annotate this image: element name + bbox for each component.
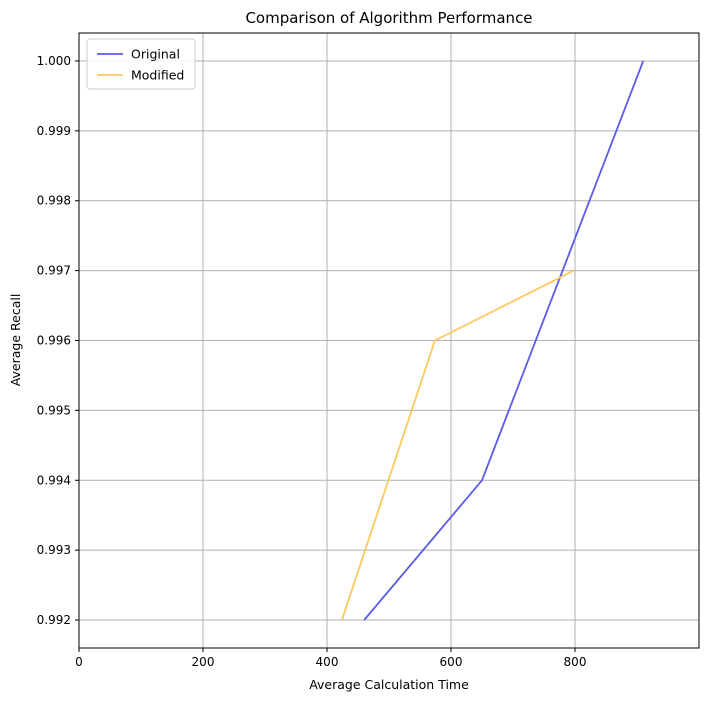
grid xyxy=(78,33,699,648)
legend: Original Modified xyxy=(86,38,196,90)
y-tick-label: 0.994 xyxy=(37,473,71,487)
x-tick-label: 400 xyxy=(316,655,339,669)
legend-box xyxy=(86,38,196,90)
series-line-original xyxy=(363,60,645,621)
y-tick-label: 0.996 xyxy=(37,334,71,348)
series-lines xyxy=(341,60,645,621)
y-axis: 0.992 0.993 0.994 0.995 0.996 0.997 0.998 0.999… xyxy=(37,54,79,627)
legend-label: Original xyxy=(131,47,180,62)
series-line-modified xyxy=(341,269,575,621)
y-tick-label: 0.993 xyxy=(37,543,71,557)
x-tick-label: 600 xyxy=(440,655,463,669)
y-tick-label: 0.999 xyxy=(37,124,71,138)
x-axis: 0 200 400 600 800 xyxy=(75,648,586,669)
y-tick-label: 1.000 xyxy=(37,54,71,68)
y-tick-label: 0.995 xyxy=(37,403,71,417)
legend-label: Modified xyxy=(131,68,184,83)
y-tick-label: 0.992 xyxy=(37,613,71,627)
x-axis-label: Average Calculation Time xyxy=(309,677,469,692)
x-tick-label: 200 xyxy=(192,655,215,669)
y-tick-label: 0.997 xyxy=(37,264,71,278)
x-tick-label: 800 xyxy=(564,655,587,669)
x-tick-label: 0 xyxy=(75,655,83,669)
y-axis-label: Average Recall xyxy=(8,294,23,387)
y-tick-label: 0.998 xyxy=(37,194,71,208)
chart-title: Comparison of Algorithm Performance xyxy=(245,9,532,27)
